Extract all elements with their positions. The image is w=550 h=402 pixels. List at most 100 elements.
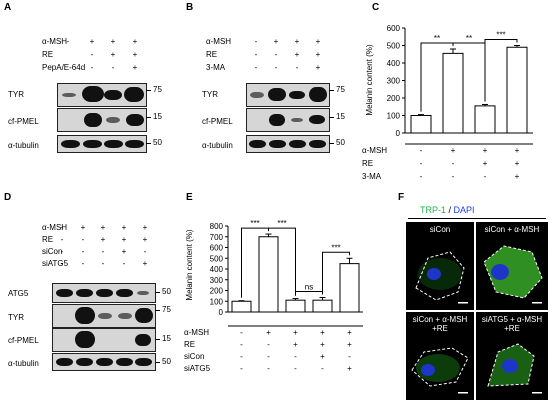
condition-mark: + <box>293 328 298 337</box>
significance-bracket <box>268 227 296 296</box>
condition-mark: - <box>254 63 258 72</box>
blot-tubulin <box>246 135 330 153</box>
condition-mark: + <box>515 172 520 181</box>
panel-d-letter: D <box>4 192 12 203</box>
blot-cf-pmel <box>246 108 330 132</box>
condition-mark: - <box>60 235 64 244</box>
image-label: siATG5 + α-MSH +RE <box>481 315 543 333</box>
condition-label: RE <box>42 50 54 59</box>
significance-label: *** <box>250 219 259 228</box>
condition-mark: + <box>89 37 95 46</box>
condition-mark: - <box>101 247 105 256</box>
condition-mark: + <box>142 259 148 268</box>
condition-mark: + <box>294 37 300 46</box>
condition-mark: - <box>111 63 115 72</box>
y-tick-label: 500 <box>387 42 401 51</box>
condition-mark: - <box>348 352 351 361</box>
panel-f-title: TRP-1 / DAPI <box>420 205 475 215</box>
condition-mark: - <box>294 352 297 361</box>
microscopy-image <box>487 343 542 394</box>
panel-a-letter: A <box>4 2 12 13</box>
bar <box>258 236 279 313</box>
bar <box>410 115 432 134</box>
condition-mark: + <box>315 50 321 59</box>
blot-label-tubulin: α-tubulin <box>202 141 233 150</box>
condition-mark: + <box>266 328 271 337</box>
blot-label-cf-pmel: cf-PMEL <box>8 336 39 345</box>
condition-mark: + <box>142 223 148 232</box>
y-tick-label: 300 <box>210 276 224 285</box>
y-tick-label: 700 <box>210 233 224 242</box>
y-tick-label: 300 <box>387 77 401 86</box>
condition-mark: - <box>295 63 299 72</box>
condition-mark: - <box>274 63 278 72</box>
bar <box>231 300 252 313</box>
y-axis-label: Melanin content (%) <box>365 44 374 115</box>
condition-mark: + <box>132 63 138 72</box>
condition-mark: - <box>267 352 270 361</box>
condition-mark: - <box>240 328 243 337</box>
significance-label: *** <box>331 243 340 252</box>
condition-label: α-MSH <box>362 146 387 155</box>
blot-label-cf-pmel: cf-PMEL <box>8 117 39 126</box>
condition-mark: - <box>81 247 85 256</box>
condition-mark: - <box>240 364 243 373</box>
condition-label: RE <box>184 340 195 349</box>
condition-mark: - <box>81 235 85 244</box>
condition-mark: + <box>100 235 106 244</box>
condition-mark: + <box>483 159 488 168</box>
bar <box>312 299 333 313</box>
significance-bracket <box>295 290 323 296</box>
significance-label: *** <box>496 31 505 40</box>
condition-mark: + <box>347 364 352 373</box>
blot-tyr <box>57 83 147 107</box>
condition-mark: - <box>81 259 85 268</box>
y-axis-label: Melanin content (%) <box>185 229 194 300</box>
condition-label: RE <box>362 159 373 168</box>
condition-mark: - <box>240 340 243 349</box>
condition-mark: - <box>267 340 270 349</box>
condition-mark: - <box>420 172 423 181</box>
blot-label-tyr: TYR <box>8 313 24 322</box>
condition-mark: - <box>420 146 423 155</box>
condition-mark: + <box>110 50 116 59</box>
mw-marker-50: 50 <box>162 357 171 366</box>
panel-f-title-rule <box>408 218 546 219</box>
microscopy-image <box>483 245 543 304</box>
y-tick-label: 600 <box>387 24 401 33</box>
dapi-label: DAPI <box>453 205 475 215</box>
condition-mark: - <box>240 352 243 361</box>
condition-mark: - <box>254 37 258 46</box>
condition-label: PepA/E-64d <box>42 63 86 72</box>
blot-label-tyr: TYR <box>8 90 24 99</box>
condition-mark: - <box>90 50 94 59</box>
condition-mark: - <box>101 259 105 268</box>
condition-mark: + <box>451 146 456 155</box>
y-tick-label: 600 <box>210 244 224 253</box>
bar <box>285 299 306 313</box>
condition-mark: - <box>60 259 64 268</box>
condition-mark: + <box>483 146 488 155</box>
condition-mark: - <box>420 159 423 168</box>
title-separator: / <box>446 205 454 215</box>
panel-c-letter: C <box>372 2 380 13</box>
mw-marker-15: 15 <box>153 112 162 121</box>
condition-mark: + <box>293 340 298 349</box>
condition-mark: + <box>320 340 325 349</box>
mw-marker-15: 15 <box>162 334 171 343</box>
y-tick-label: 400 <box>210 265 224 274</box>
condition-mark: - <box>452 159 455 168</box>
condition-mark: - <box>321 364 324 373</box>
condition-mark: + <box>320 352 325 361</box>
condition-mark: - <box>60 223 64 232</box>
condition-mark: + <box>121 247 127 256</box>
blot-cf-pmel <box>52 328 156 352</box>
blot-tubulin <box>52 353 156 371</box>
image-label: siCon <box>429 225 451 234</box>
condition-label: siCon <box>42 247 63 256</box>
condition-mark: - <box>122 259 126 268</box>
significance-label: ** <box>434 34 440 43</box>
mw-marker-50: 50 <box>153 138 162 147</box>
condition-mark: - <box>294 364 297 373</box>
panel-a: α-MSH - + + + RE - + + PepA/E-64d - - + TYR cf-PMEL … <box>0 0 180 160</box>
